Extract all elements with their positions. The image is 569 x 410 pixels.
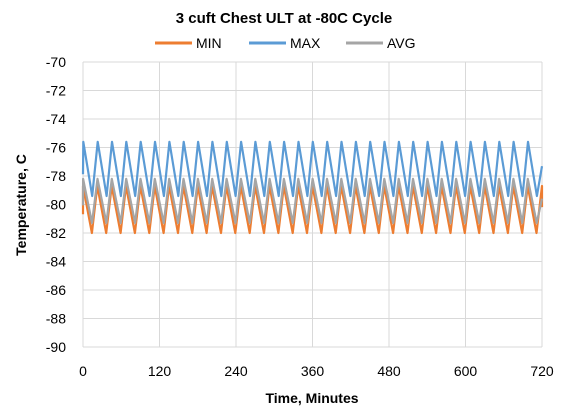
y-tick-labels: -70 -72 -74 -76 -78 -80 -82 -84 -86 -88 -90: [46, 54, 66, 355]
series-layer: [81, 140, 544, 235]
y-axis-title: Temperature, C: [13, 154, 29, 256]
x-tick-labels: 0 120 240 360 480 600 720: [79, 363, 554, 379]
y-tick-label: -74: [46, 111, 66, 127]
x-axis-title: Time, Minutes: [265, 390, 358, 406]
y-tick-label: -70: [46, 54, 66, 70]
y-tick-label: -80: [46, 197, 66, 213]
y-tick-label: -88: [46, 311, 66, 327]
x-tick-label: 240: [224, 363, 248, 379]
x-tick-label: 600: [454, 363, 478, 379]
chart-title: 3 cuft Chest ULT at -80C Cycle: [176, 10, 392, 27]
legend-label-max: MAX: [290, 35, 321, 51]
y-tick-label: -84: [46, 254, 66, 270]
x-tick-label: 0: [79, 363, 87, 379]
legend-label-avg: AVG: [387, 35, 416, 51]
plot-area: [81, 61, 544, 348]
x-tick-label: 720: [530, 363, 554, 379]
y-tick-label: -82: [46, 225, 66, 241]
y-tick-label: -78: [46, 168, 66, 184]
y-tick-label: -72: [46, 83, 66, 99]
grid-lines: [82, 61, 543, 348]
x-tick-label: 360: [301, 363, 325, 379]
y-tick-label: -86: [46, 282, 66, 298]
legend-label-min: MIN: [196, 35, 222, 51]
legend: MIN MAX AVG: [155, 35, 416, 51]
y-tick-label: -90: [46, 339, 66, 355]
x-tick-label: 120: [148, 363, 172, 379]
series-line-avg: [81, 177, 544, 225]
x-tick-label: 480: [377, 363, 401, 379]
y-tick-label: -76: [46, 140, 66, 156]
series-line-max: [81, 140, 544, 198]
